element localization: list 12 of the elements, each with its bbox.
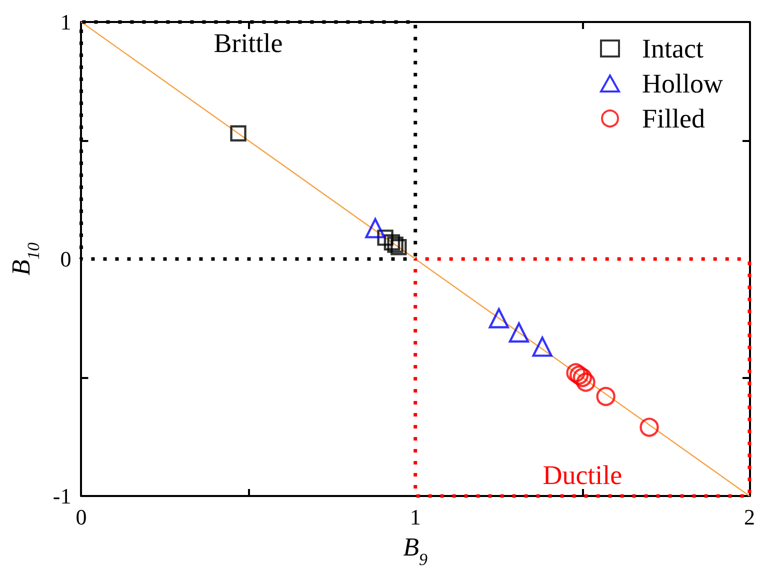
legend-label: Hollow [642, 68, 724, 98]
x-tick-label: 0 [76, 504, 87, 530]
series-label: Ductile [542, 460, 622, 490]
y-tick-label: 0 [60, 246, 72, 272]
y-axis-title: B10 [6, 242, 43, 276]
legend-label: Intact [642, 34, 704, 64]
y-tick-label: -1 [52, 484, 72, 508]
x-tick-label: 2 [744, 504, 755, 530]
series-label: Brittle [214, 28, 283, 58]
legend-label: Filled [642, 104, 706, 134]
y-tick-label: 1 [60, 10, 72, 34]
x-tick-label: 1 [410, 504, 421, 530]
